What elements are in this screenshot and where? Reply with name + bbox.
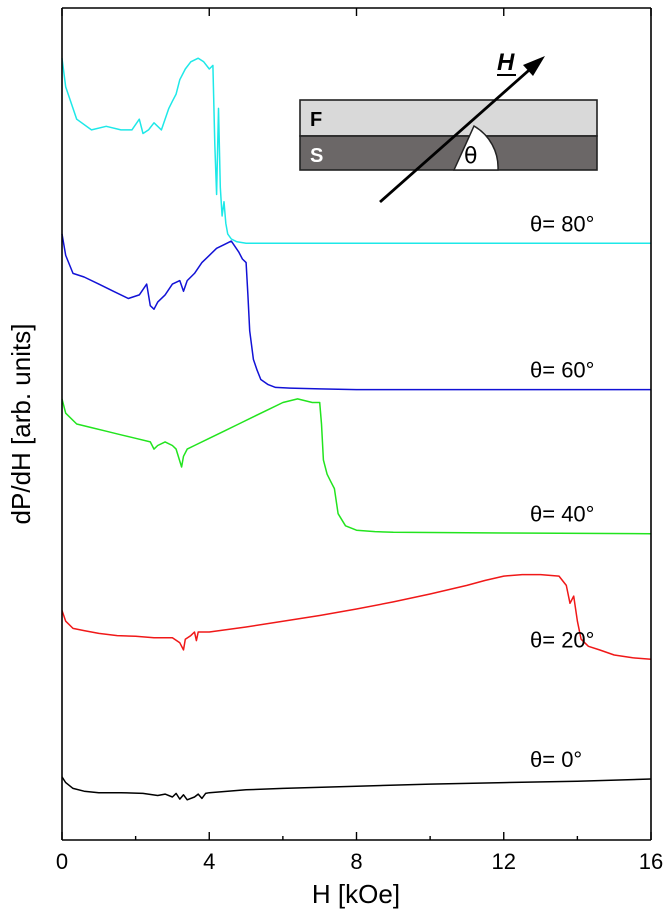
curve-labels-group: θ= 80° θ= 60° θ= 40° θ= 20° θ= 0° [530,211,594,772]
inset-layer-f-label: F [310,109,322,131]
x-axis-label: H [kOe] [312,879,400,909]
x-tick-label: 16 [639,849,663,874]
series-line-3 [61,573,652,661]
inset-ferromagnet-layer [299,99,598,137]
series-label-0: θ= 80° [530,211,594,236]
x-ticks-group: 0 4 8 12 16 [56,8,663,874]
inset-field-label: H [497,49,515,76]
inset-layer-s-label: S [310,145,323,167]
inset-angle-sector [452,124,499,171]
series-line-4 [61,776,652,801]
arrow-head-icon [523,56,545,76]
x-tick-label: 8 [350,849,362,874]
series-line-2 [61,398,652,535]
inset-angle-label: θ [464,144,477,169]
x-tick-label: 0 [56,849,68,874]
series-label-4: θ= 0° [530,747,582,772]
series-line-0 [61,57,651,245]
curves-group [61,57,652,801]
inset-diagram: F S θ H [299,49,598,204]
series-label-2: θ= 40° [530,502,594,527]
inset-field-arrow-line [379,62,537,204]
x-tick-label: 4 [203,849,215,874]
series-label-1: θ= 60° [530,358,594,383]
x-tick-label: 12 [492,849,516,874]
series-line-1 [61,233,651,391]
y-axis-label: dP/dH [arb. units] [6,324,36,525]
series-label-3: θ= 20° [530,627,594,652]
